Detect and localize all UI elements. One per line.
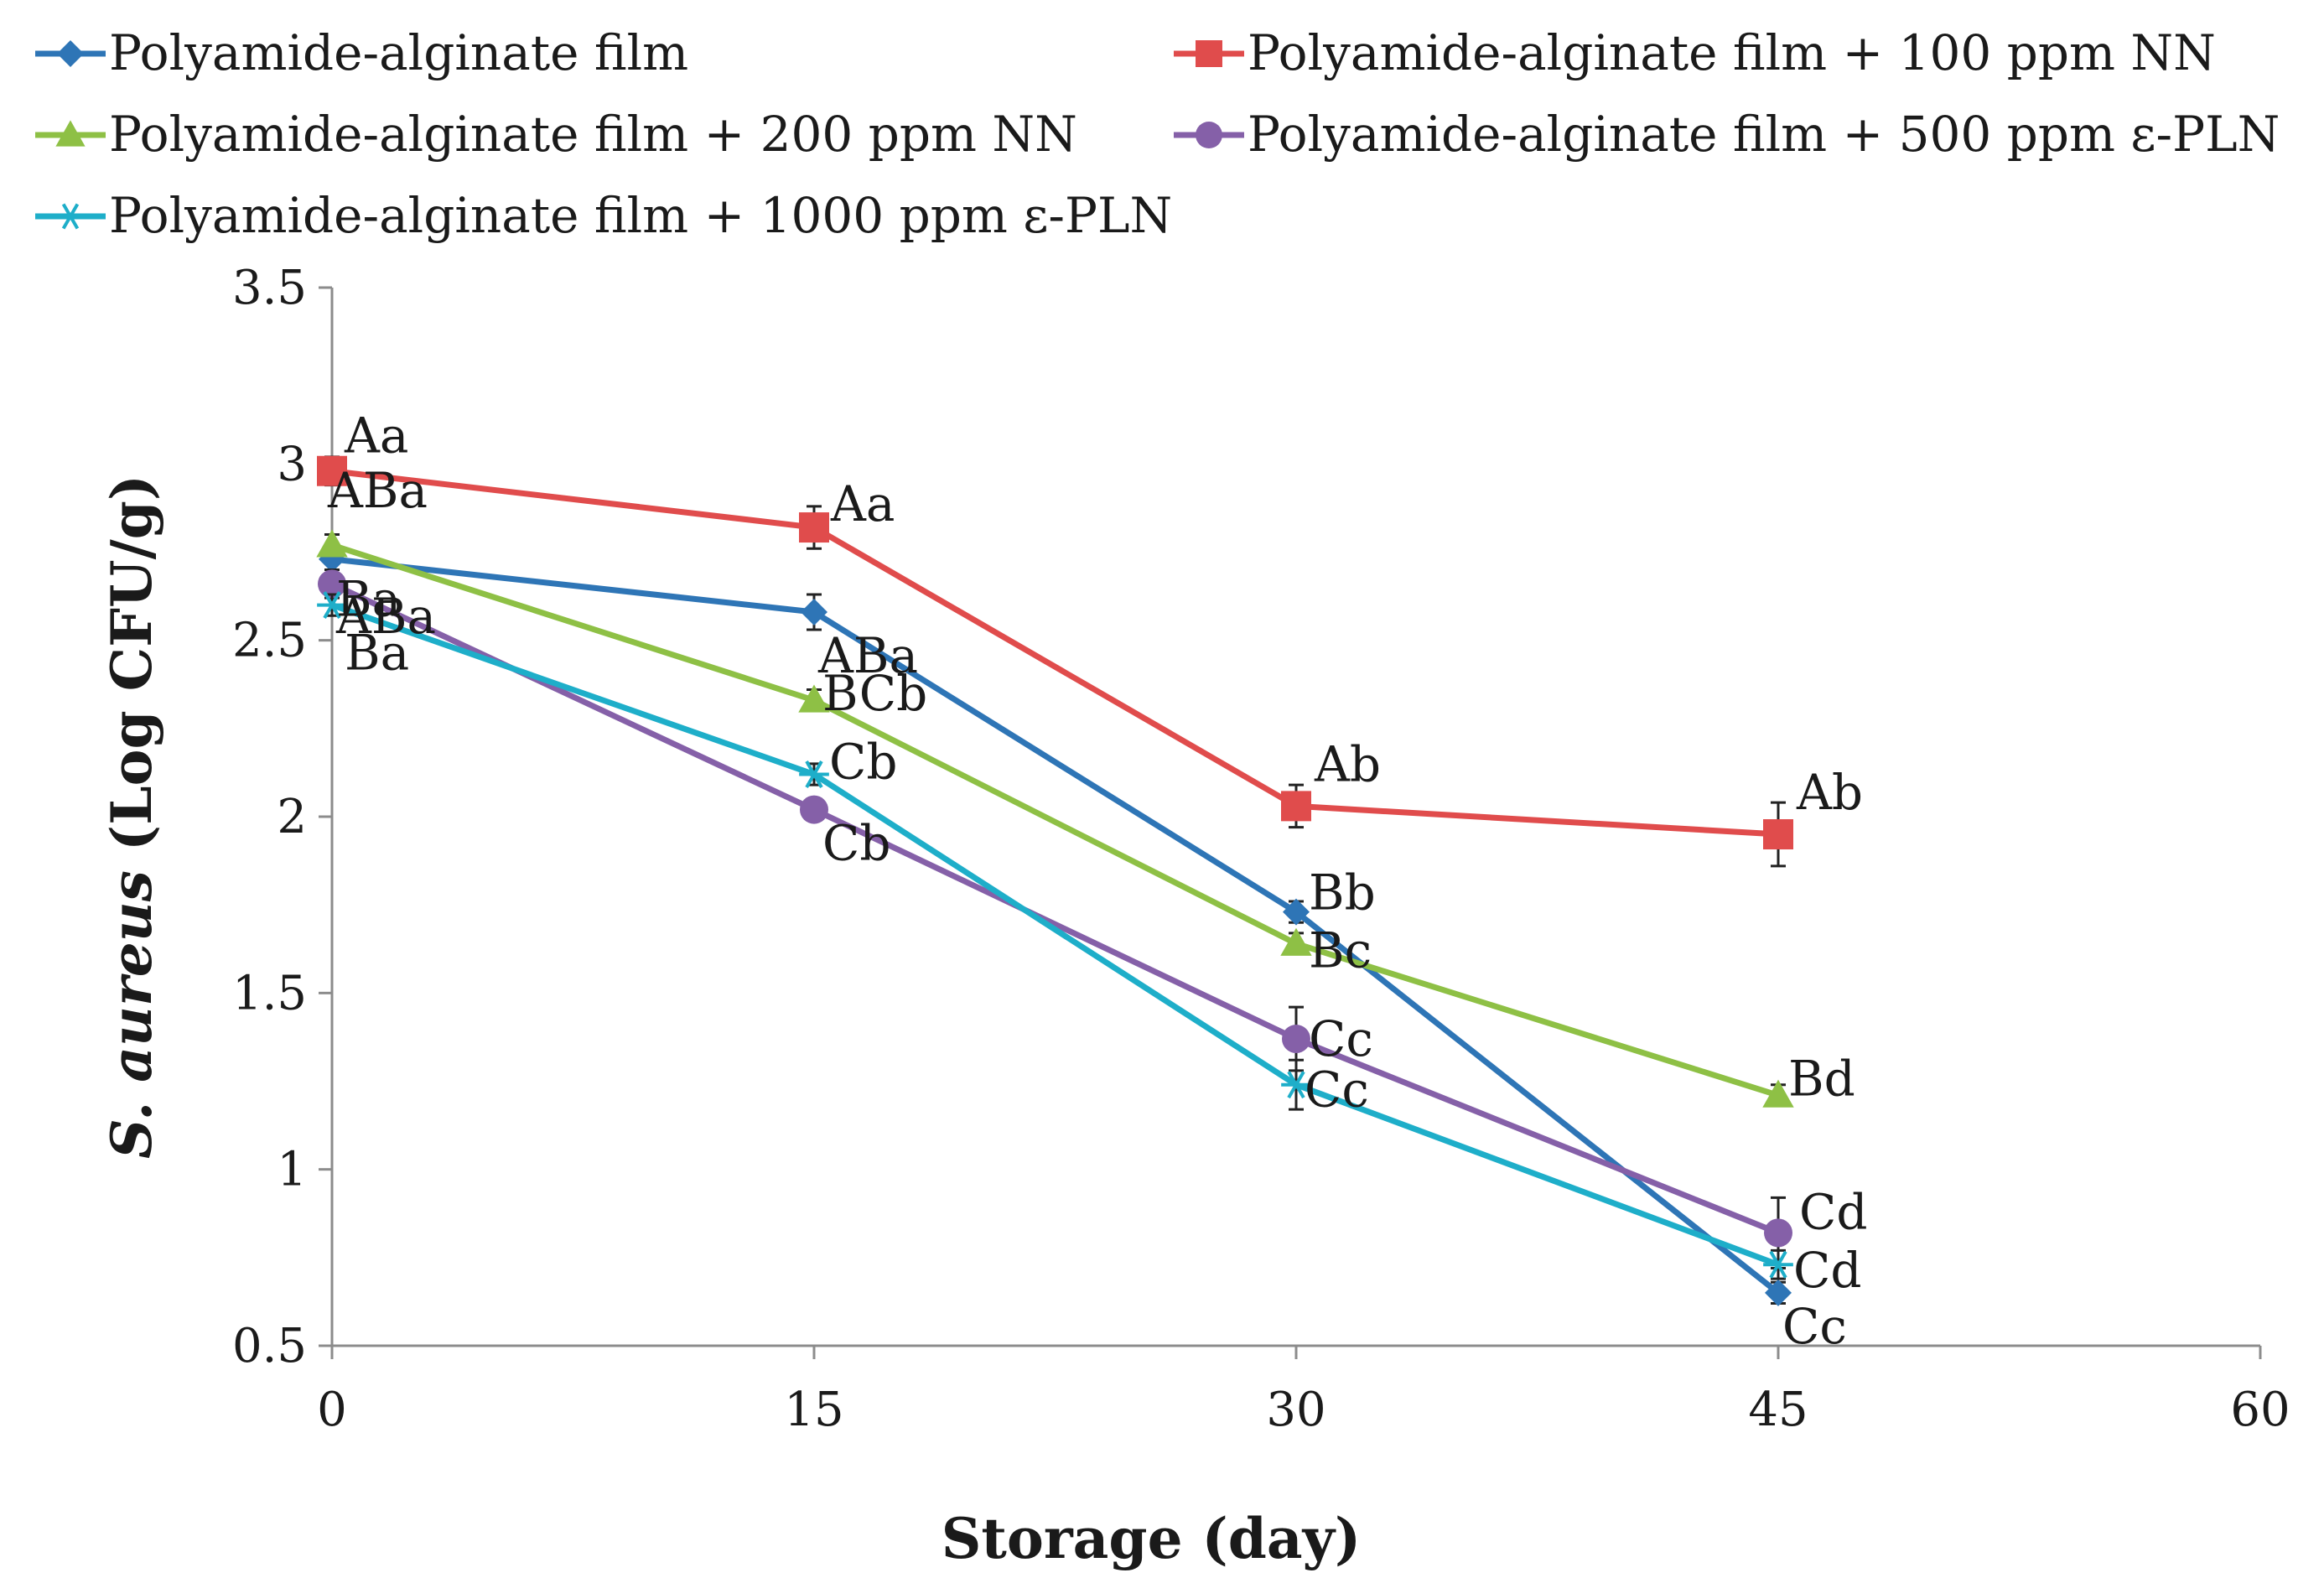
y-tick-label-3: 2 [277, 790, 307, 844]
y-tick-label-5: 3 [277, 437, 307, 491]
data-point-2-3 [1762, 1079, 1794, 1108]
series-2 [316, 529, 1794, 1108]
series-line-4 [330, 602, 1780, 1268]
y-tick-label-4: 2.5 [232, 614, 307, 668]
point-label-4-2: Cc [1305, 1062, 1369, 1119]
data-point-1-2 [1281, 791, 1311, 822]
data-point-0-3 [1765, 1279, 1792, 1306]
data-point-4-3 [1763, 1250, 1793, 1279]
data-point-2-0 [316, 529, 348, 558]
point-label-2-3: Bd [1788, 1050, 1855, 1107]
point-label-1-3: Ab [1796, 764, 1863, 821]
legend-marker-1 [1196, 40, 1222, 67]
y-tick-label-2: 1.5 [232, 966, 307, 1020]
x-axis-title: Storage (day) [942, 1506, 1362, 1571]
data-point-1-3 [1763, 819, 1793, 850]
point-label-4-0: Ba [345, 625, 409, 682]
series-3 [318, 568, 1792, 1269]
point-label-4-3: Cd [1793, 1242, 1862, 1299]
data-point-4-2 [1281, 1071, 1311, 1099]
series-line-2 [330, 542, 1780, 1098]
x-tick-label-2: 30 [1266, 1383, 1325, 1437]
data-point-3-1 [800, 795, 828, 824]
point-label-2-2: Bc [1309, 921, 1372, 978]
legend-label-3: Polyamide-alginate film + 500 ppm ε-PLN [1248, 106, 2280, 163]
point-label-2-0: ABa [327, 462, 428, 519]
legend-item-2: Polyamide-alginate film + 200 ppm NN [35, 106, 1077, 163]
legend-item-0: Polyamide-alginate film [35, 24, 688, 81]
point-label-3-2: Cc [1309, 1010, 1373, 1067]
legend-item-3: Polyamide-alginate film + 500 ppm ε-PLN [1174, 106, 2280, 163]
x-tick-label-4: 60 [2230, 1383, 2290, 1437]
point-label-0-1: ABa [817, 627, 918, 684]
point-label-3-1: Cb [822, 815, 891, 872]
data-point-3-3 [1764, 1218, 1792, 1248]
point-label-1-1: Aa [830, 475, 895, 532]
y-ticks: 0.5 1 1.5 2 2.5 3 3.5 [232, 261, 332, 1373]
legend-swatch-2 [35, 120, 106, 147]
legend-marker-2 [55, 120, 86, 147]
y-axis-title-unit: (Log CFU/g) [99, 475, 164, 870]
data-point-2-1 [798, 684, 830, 713]
y-tick-label-6: 3.5 [232, 261, 307, 315]
legend-item-4: Polyamide-alginate film + 1000 ppm ε-PLN [35, 187, 1172, 244]
data-point-2-2 [1280, 927, 1312, 956]
data-point-3-0 [318, 569, 346, 599]
point-label-1-0: Aa [344, 407, 408, 465]
x-tick-label-3: 45 [1748, 1383, 1808, 1437]
data-point-0-1 [801, 599, 827, 626]
point-label-1-2: Ab [1314, 735, 1381, 792]
point-label-0-2: Bb [1309, 864, 1376, 921]
series-line-3 [330, 581, 1780, 1236]
data-point-1-0 [317, 455, 347, 486]
data-point-4-0 [317, 591, 347, 620]
point-label-3-3: Cd [1799, 1183, 1868, 1240]
legend-label-0: Polyamide-alginate film [109, 24, 688, 81]
legend-marker-3 [1196, 122, 1222, 148]
legend-swatch-1 [1174, 40, 1244, 67]
legend-swatch-3 [1174, 122, 1244, 148]
data-point-1-1 [799, 512, 829, 543]
legend-label-2: Polyamide-alginate film + 200 ppm NN [109, 106, 1077, 163]
series-1 [317, 455, 1793, 868]
point-label-2-1: BCb [822, 665, 927, 722]
y-tick-label-1: 1 [277, 1143, 307, 1197]
series-line-1 [331, 468, 1779, 838]
x-tick-label-1: 15 [784, 1383, 843, 1437]
y-axis-title: S. aureus (Log CFU/g) [99, 475, 164, 1159]
series-4 [317, 591, 1793, 1280]
y-axis-title-species: S. aureus [99, 870, 164, 1159]
legend-item-1: Polyamide-alginate film + 100 ppm NN [1174, 24, 2216, 81]
legend: Polyamide-alginate film Polyamide-algina… [35, 24, 2280, 244]
legend-marker-4 [56, 203, 85, 230]
data-point-3-2 [1282, 1025, 1310, 1054]
axes: 0.5 1 1.5 2 2.5 3 3.5 0 15 30 45 60 [232, 261, 2290, 1437]
data-point-4-1 [799, 760, 829, 788]
legend-swatch-0 [35, 40, 106, 67]
legend-marker-0 [57, 40, 84, 67]
legend-label-1: Polyamide-alginate film + 100 ppm NN [1248, 24, 2216, 81]
legend-swatch-4 [35, 203, 106, 230]
y-tick-label-0: 0.5 [232, 1319, 307, 1373]
legend-label-4: Polyamide-alginate film + 1000 ppm ε-PLN [109, 187, 1172, 244]
x-ticks: 0 15 30 45 60 [317, 1346, 2290, 1437]
data-point-0-2 [1283, 898, 1310, 926]
point-label-0-3: Cc [1782, 1298, 1847, 1355]
x-tick-label-0: 0 [317, 1383, 347, 1437]
series-line-0 [331, 556, 1781, 1295]
point-label-4-1: Cb [829, 734, 898, 791]
point-label-0-0: ABa [335, 588, 436, 645]
point-label-3-0: Ba [336, 570, 401, 627]
